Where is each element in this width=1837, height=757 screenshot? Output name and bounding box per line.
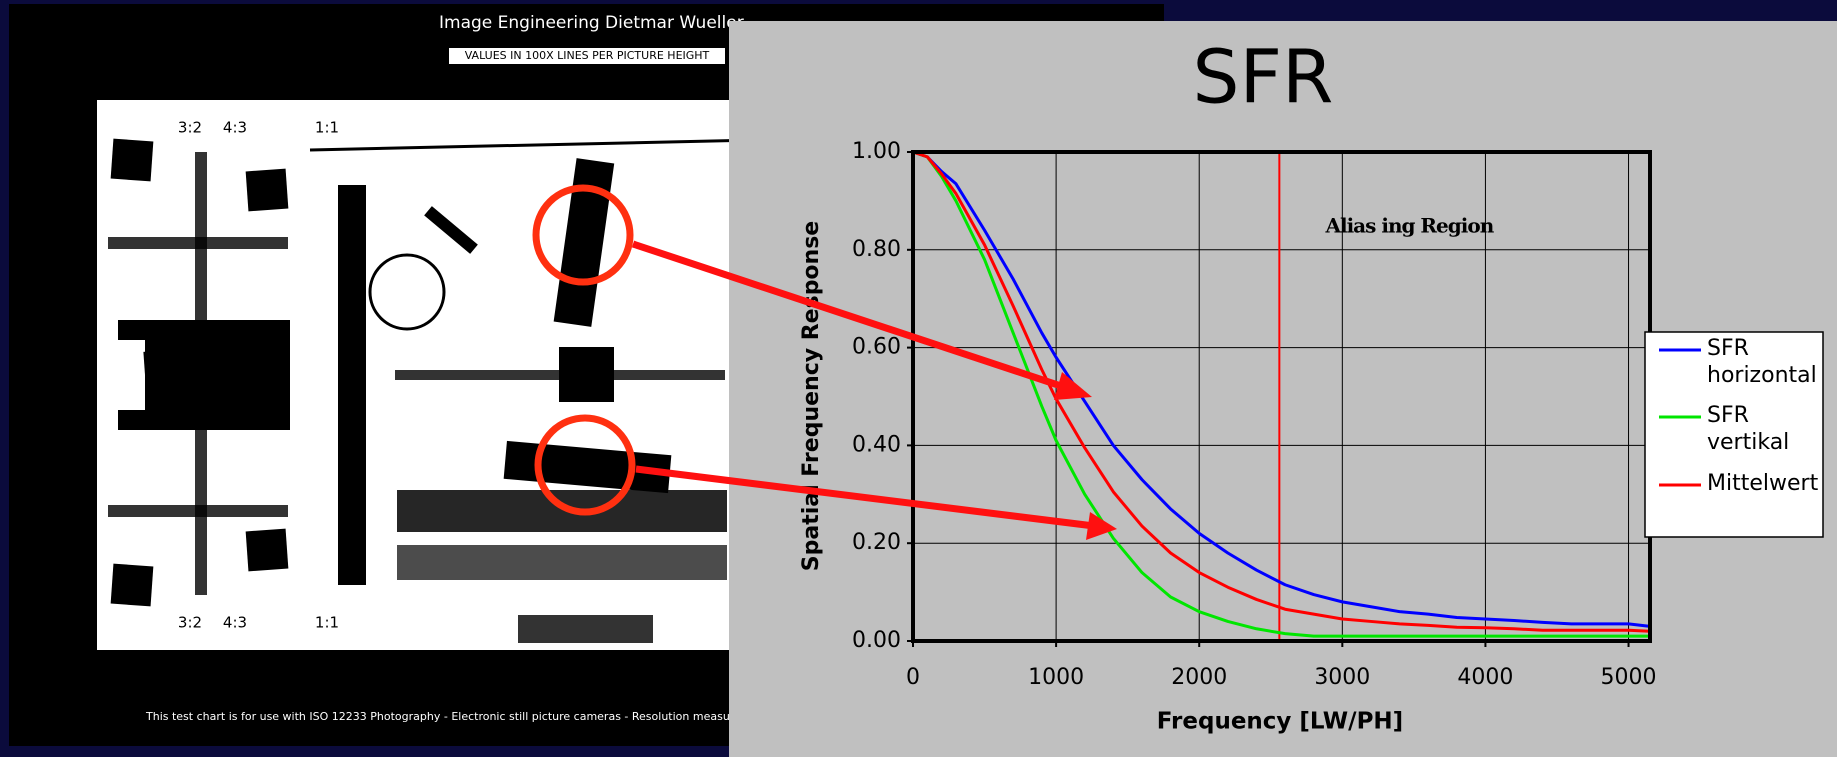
ratio-label: 3:2 <box>178 614 202 632</box>
x-tick-label: 5000 <box>1601 665 1657 690</box>
ratio-label: 4:3 <box>223 614 247 632</box>
ratio-label: 4:3 <box>223 119 247 137</box>
annotation: Alias ing Region <box>1324 214 1494 238</box>
page: {"test_chart": { "title": "Image Enginee… <box>0 0 1837 757</box>
legend: SFR horizontal SFR vertikal Mittelwert <box>1645 332 1823 537</box>
plot-area <box>913 152 1650 641</box>
ratio-label: 3:2 <box>178 119 202 137</box>
legend-item: SFR horizontal <box>1707 335 1823 395</box>
y-tick-label: 0.40 <box>852 432 901 457</box>
y-tick-label: 0.00 <box>852 628 901 653</box>
y-tick-label: 0.60 <box>852 335 901 360</box>
y-tick-label: 0.80 <box>852 237 901 262</box>
test-chart-title: Image Engineering Dietmar Wueller <box>439 13 744 33</box>
legend-label: SFR horizontal <box>1707 335 1819 389</box>
y-tick-label: 1.00 <box>852 139 901 164</box>
slide: Image Engineering Dietmar Wueller VALUES… <box>0 0 1837 757</box>
ratio-label: 1:1 <box>315 119 339 137</box>
y-tick-label: 0.20 <box>852 530 901 555</box>
x-axis-label: Frequency [LW/PH] <box>1157 709 1403 735</box>
legend-item: Mittelwert <box>1707 470 1823 530</box>
ratio-label: 1:1 <box>315 614 339 632</box>
x-tick-label: 2000 <box>1171 665 1227 690</box>
legend-label: SFR vertikal <box>1707 402 1819 456</box>
legend-item: SFR vertikal <box>1707 402 1823 462</box>
chart-title: SFR <box>1193 35 1334 121</box>
x-tick-label: 1000 <box>1028 665 1084 690</box>
y-axis-label: Spatial Frequency Response <box>799 221 824 571</box>
banner: VALUES IN 100X LINES PER PICTURE HEIGHT <box>465 49 710 62</box>
x-tick-label: 0 <box>906 665 920 690</box>
legend-label: Mittelwert <box>1707 470 1819 497</box>
x-tick-label: 4000 <box>1457 665 1513 690</box>
x-tick-label: 3000 <box>1314 665 1370 690</box>
test-chart-footer: This test chart is for use with ISO 1223… <box>145 710 770 723</box>
